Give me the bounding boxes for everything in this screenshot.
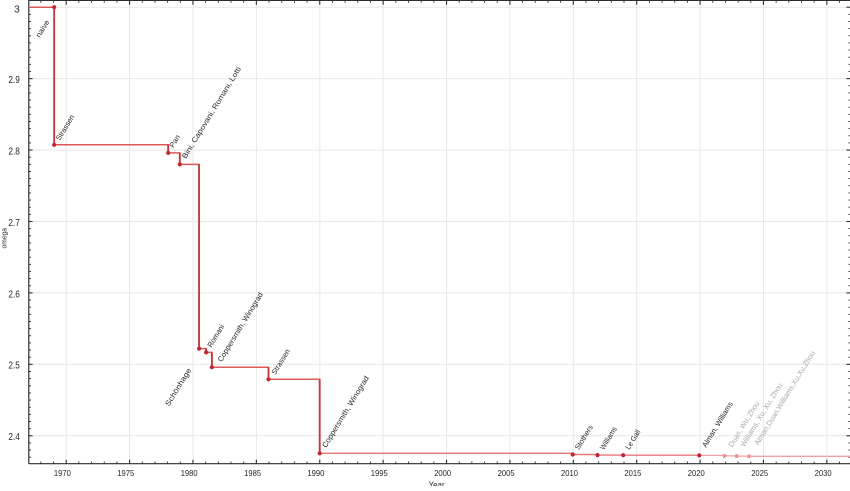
- svg-text:2.4: 2.4: [8, 432, 20, 443]
- svg-text:2005: 2005: [498, 468, 515, 478]
- svg-text:2015: 2015: [624, 468, 641, 478]
- svg-text:2020: 2020: [688, 468, 705, 478]
- svg-text:1985: 1985: [244, 468, 261, 478]
- svg-text:2025: 2025: [751, 468, 768, 478]
- svg-text:1980: 1980: [181, 468, 198, 478]
- svg-text:3: 3: [14, 5, 20, 16]
- svg-text:1990: 1990: [307, 468, 324, 478]
- svg-text:2.5: 2.5: [8, 361, 20, 372]
- svg-text:2.6: 2.6: [8, 289, 20, 300]
- svg-text:2000: 2000: [434, 468, 451, 478]
- svg-text:omega: omega: [0, 227, 9, 248]
- svg-text:2.8: 2.8: [8, 147, 20, 158]
- svg-text:1975: 1975: [117, 468, 134, 478]
- svg-text:1995: 1995: [371, 468, 388, 478]
- svg-text:2.7: 2.7: [8, 218, 20, 229]
- svg-text:2010: 2010: [561, 468, 578, 478]
- svg-text:2.9: 2.9: [8, 75, 20, 86]
- svg-text:1970: 1970: [54, 468, 71, 478]
- svg-text:2030: 2030: [815, 468, 832, 478]
- svg-text:Year: Year: [429, 480, 445, 486]
